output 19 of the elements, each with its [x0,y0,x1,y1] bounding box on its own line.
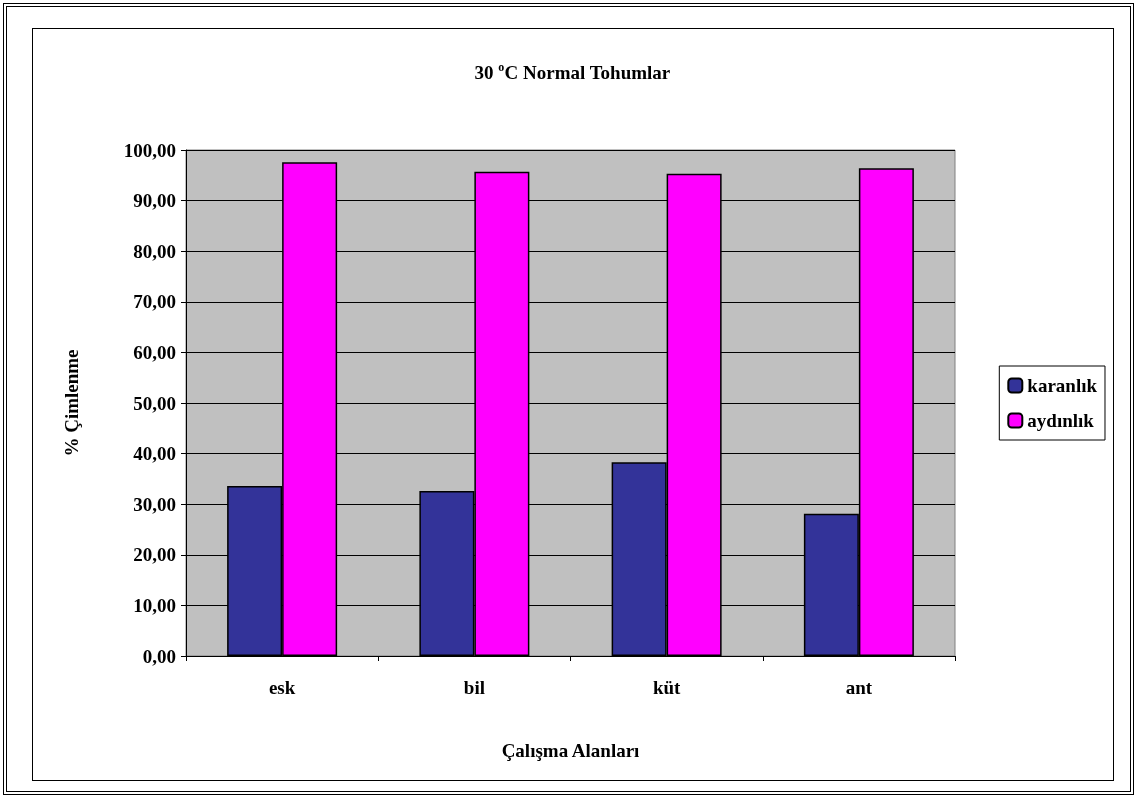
y-tick-label: 40,00 [133,443,176,465]
x-tick-label: bil [463,677,485,698]
y-tick-label: 0,00 [142,645,176,667]
y-tick-label: 20,00 [133,544,176,566]
x-axis-title: Çalışma Alanları [501,740,640,761]
x-tick-label: esk [268,677,296,698]
x-tick-label: ant [845,677,873,698]
legend-label: aydınlık [1027,410,1095,431]
y-tick-label: 70,00 [133,291,176,313]
y-tick-label: 60,00 [133,341,176,363]
y-axis-title: % Çimlenme [61,349,82,457]
x-tick-label: küt [652,677,682,698]
y-tick-label: 50,00 [133,392,176,414]
y-tick-label: 30,00 [133,493,176,515]
y-tick-label: 90,00 [133,190,176,212]
y-tick-label: 10,00 [133,594,176,616]
y-tick-label: 80,00 [133,240,176,262]
y-tick-label: 100,00 [123,139,176,161]
legend-label: karanlık [1027,375,1098,396]
